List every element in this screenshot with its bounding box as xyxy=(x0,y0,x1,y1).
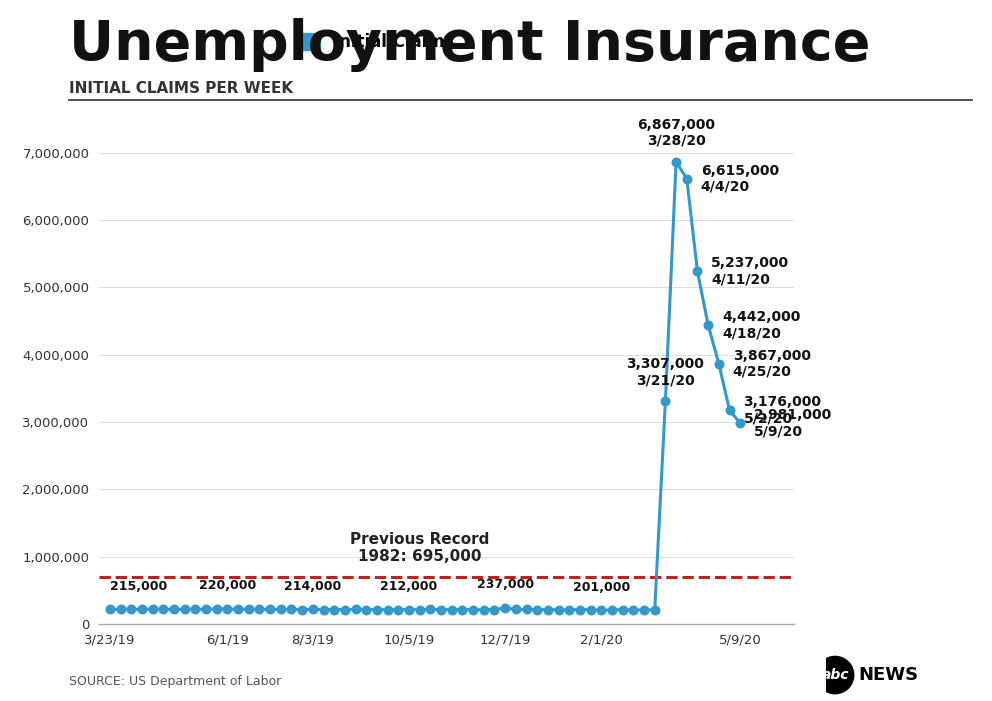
Point xyxy=(572,604,588,615)
Point xyxy=(508,604,524,615)
Text: 3,867,000
4/25/20: 3,867,000 4/25/20 xyxy=(733,348,810,379)
Point xyxy=(326,604,342,615)
Text: 237,000: 237,000 xyxy=(476,578,534,591)
Point xyxy=(187,604,203,615)
Text: 212,000: 212,000 xyxy=(380,580,437,593)
Point xyxy=(486,604,502,615)
Circle shape xyxy=(816,656,854,694)
Point xyxy=(454,604,470,615)
Point xyxy=(689,266,705,277)
Text: 4,442,000
4/18/20: 4,442,000 4/18/20 xyxy=(722,310,801,340)
Text: Previous Record
1982: 695,000: Previous Record 1982: 695,000 xyxy=(350,532,489,564)
Point xyxy=(347,604,363,615)
Point xyxy=(295,604,310,615)
Point xyxy=(497,602,513,613)
Point xyxy=(252,604,268,615)
Point xyxy=(412,604,428,615)
Point xyxy=(337,604,353,615)
Point xyxy=(443,604,459,615)
Point xyxy=(700,320,716,331)
Point xyxy=(262,604,278,615)
Point xyxy=(732,418,748,429)
Text: INITIAL CLAIMS PER WEEK: INITIAL CLAIMS PER WEEK xyxy=(69,81,294,95)
Point xyxy=(465,604,481,615)
Text: 6,867,000
3/28/20: 6,867,000 3/28/20 xyxy=(637,118,715,148)
Text: SOURCE: US Department of Labor: SOURCE: US Department of Labor xyxy=(69,675,282,688)
Point xyxy=(113,604,129,615)
Point xyxy=(315,604,331,615)
Point xyxy=(102,604,118,615)
Point xyxy=(391,604,407,615)
Text: 215,000: 215,000 xyxy=(110,580,167,593)
Point xyxy=(669,156,684,168)
Point xyxy=(647,604,663,615)
Point xyxy=(679,173,694,184)
Point xyxy=(380,604,396,615)
Point xyxy=(561,604,577,615)
Text: 220,000: 220,000 xyxy=(198,580,256,592)
Point xyxy=(134,604,150,615)
Point xyxy=(530,604,546,615)
Point xyxy=(177,604,192,615)
Point xyxy=(519,604,535,615)
Legend: Initial Claims: Initial Claims xyxy=(293,27,461,58)
Point xyxy=(358,604,374,615)
Point xyxy=(273,604,289,615)
Point xyxy=(208,604,224,615)
Point xyxy=(658,396,674,407)
Text: 214,000: 214,000 xyxy=(285,580,341,593)
Point xyxy=(476,604,492,615)
Point xyxy=(230,604,246,615)
Point xyxy=(369,604,385,615)
Text: NEWS: NEWS xyxy=(858,666,919,684)
Point xyxy=(551,604,566,615)
Point xyxy=(615,604,631,615)
Point xyxy=(401,604,417,615)
Point xyxy=(241,604,257,615)
Point xyxy=(145,604,161,615)
Point xyxy=(198,604,214,615)
Text: 3,307,000
3/21/20: 3,307,000 3/21/20 xyxy=(627,358,704,388)
Point xyxy=(305,604,320,615)
Text: 5,237,000
4/11/20: 5,237,000 4/11/20 xyxy=(711,257,790,287)
Point xyxy=(711,358,727,369)
Point xyxy=(540,604,556,615)
Text: Unemployment Insurance: Unemployment Insurance xyxy=(69,18,871,72)
Text: abc: abc xyxy=(821,668,849,682)
Point xyxy=(721,404,737,416)
Text: 6,615,000
4/4/20: 6,615,000 4/4/20 xyxy=(700,163,779,194)
Point xyxy=(423,604,438,615)
Point xyxy=(604,604,620,615)
Text: 201,000: 201,000 xyxy=(572,580,630,594)
Point xyxy=(123,604,139,615)
Point xyxy=(636,604,652,615)
Point xyxy=(582,604,598,615)
Point xyxy=(284,604,300,615)
Point xyxy=(166,604,182,615)
Point xyxy=(219,604,235,615)
Point xyxy=(156,604,172,615)
Point xyxy=(625,604,641,615)
Text: 2,981,000
5/9/20: 2,981,000 5/9/20 xyxy=(754,408,832,438)
Point xyxy=(434,604,449,615)
Text: 3,176,000
5/2/20: 3,176,000 5/2/20 xyxy=(743,395,821,426)
Point xyxy=(593,605,609,616)
